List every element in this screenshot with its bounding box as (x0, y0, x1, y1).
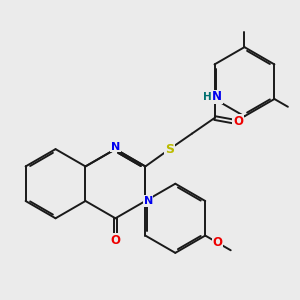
Text: N: N (111, 142, 120, 152)
Text: O: O (212, 236, 222, 249)
Text: O: O (233, 115, 243, 128)
Text: N: N (143, 196, 153, 206)
Text: S: S (165, 142, 174, 156)
Text: H: H (202, 92, 211, 102)
Text: N: N (212, 90, 222, 104)
Text: O: O (110, 234, 120, 247)
